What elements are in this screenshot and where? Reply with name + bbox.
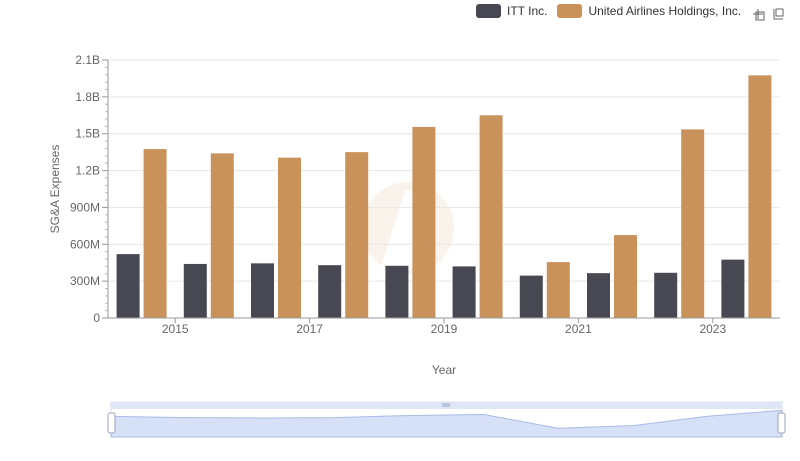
bar-itt[interactable]	[251, 263, 274, 318]
restore-icon[interactable]	[770, 6, 786, 22]
bar-united[interactable]	[143, 149, 167, 318]
bar-united[interactable]	[546, 262, 570, 318]
y-tick-label: 900M	[70, 200, 100, 214]
x-tick-label: 2023	[699, 322, 726, 336]
bar-itt[interactable]	[183, 263, 207, 318]
y-tick-label: 300M	[70, 274, 100, 288]
bar-united[interactable]	[210, 153, 234, 318]
x-tick-label: 2019	[431, 322, 458, 336]
bars	[116, 75, 772, 319]
legend-item-itt[interactable]: ITT Inc.	[476, 4, 547, 18]
zoom-move-grip-icon[interactable]	[442, 403, 450, 407]
x-axis-label: Year	[432, 363, 456, 377]
chart-toolbar	[746, 6, 786, 22]
y-tick-label: 1.8B	[75, 90, 100, 104]
bar-itt[interactable]	[385, 265, 409, 318]
legend: ITT Inc. United Airlines Holdings, Inc.	[476, 4, 751, 18]
legend-label-itt: ITT Inc.	[507, 4, 548, 18]
bar-itt[interactable]	[721, 259, 745, 318]
bar-united[interactable]	[278, 157, 301, 318]
bar-itt[interactable]	[116, 254, 140, 318]
bar-itt[interactable]	[519, 275, 543, 318]
zoom-start-handle[interactable]	[107, 412, 116, 434]
zoom-preview-area	[110, 409, 783, 438]
bar-united[interactable]	[614, 235, 637, 318]
x-tick-label: 2015	[162, 322, 189, 336]
zoom-end-handle[interactable]	[777, 412, 786, 434]
bar-united[interactable]	[479, 115, 503, 319]
legend-swatch-united	[557, 4, 583, 18]
bar-united[interactable]	[681, 129, 705, 318]
bar-itt[interactable]	[587, 273, 610, 318]
bar-united[interactable]	[345, 152, 369, 318]
legend-item-united[interactable]: United Airlines Holdings, Inc.	[557, 4, 741, 18]
bar-united[interactable]	[748, 75, 772, 318]
legend-swatch-itt	[476, 4, 501, 18]
zoom-icon[interactable]	[750, 6, 766, 22]
bar-itt[interactable]	[318, 265, 342, 318]
watermark-logo	[362, 182, 454, 274]
data-zoom-slider[interactable]	[107, 401, 786, 438]
y-tick-label: 1.5B	[75, 127, 100, 141]
axes: 0 300M 600M 900M 1.2B 1.5B 1.8B 2.1B 2015 2017 201…	[70, 53, 780, 336]
y-tick-label: 2.1B	[75, 53, 100, 67]
bar-itt[interactable]	[452, 266, 476, 318]
y-axis-label: SG&A Expenses	[48, 145, 62, 234]
bar-itt[interactable]	[654, 272, 678, 318]
y-tick-label: 1.2B	[75, 164, 100, 178]
legend-label-united: United Airlines Holdings, Inc.	[588, 4, 742, 18]
y-tick-label: 0	[93, 311, 100, 325]
y-tick-label: 600M	[70, 237, 100, 251]
x-tick-label: 2021	[565, 322, 592, 336]
x-tick-label: 2017	[296, 322, 323, 336]
bar-united[interactable]	[412, 126, 436, 318]
